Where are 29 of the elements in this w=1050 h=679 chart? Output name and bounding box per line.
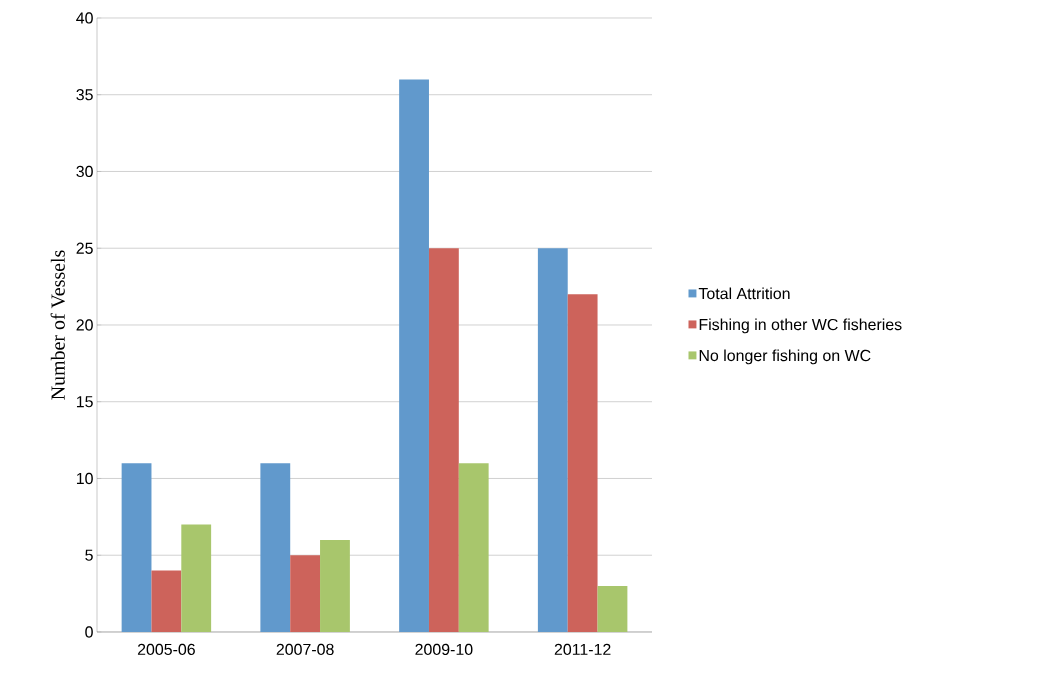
bar: [320, 539, 350, 632]
x-tick-label: 2011-12: [554, 643, 611, 656]
legend-label: No longer fishing on WC: [699, 349, 871, 365]
y-tick-label: 15: [76, 396, 93, 408]
x-tick-label: 2005-06: [137, 643, 195, 656]
y-tick-label: 5: [85, 549, 93, 561]
bar: [121, 463, 152, 632]
y-axis-title: Number of Vessels: [50, 250, 65, 400]
x-tick-label: 2009-10: [415, 643, 473, 656]
bar: [181, 524, 212, 632]
legend-label: Total Attrition: [698, 287, 790, 300]
bar: [428, 248, 459, 632]
y-tick-label: 10: [76, 472, 93, 485]
y-tick-label: 25: [76, 242, 93, 254]
y-tick-label: 35: [76, 89, 93, 101]
x-tick-label: 2007-08: [276, 643, 334, 656]
bar: [567, 294, 598, 632]
bar: [537, 248, 568, 632]
legend-label: Fishing in other WC fisheries: [699, 318, 902, 334]
y-tick-label: 0: [85, 626, 93, 638]
bar: [260, 463, 291, 632]
y-tick-label: 40: [76, 12, 93, 24]
bar: [399, 79, 429, 632]
y-tick-label: 20: [76, 319, 93, 331]
y-tick-label: 30: [76, 165, 93, 178]
bar: [458, 463, 489, 632]
bar: [290, 555, 321, 632]
bar: [151, 570, 182, 632]
bar: [597, 585, 628, 632]
